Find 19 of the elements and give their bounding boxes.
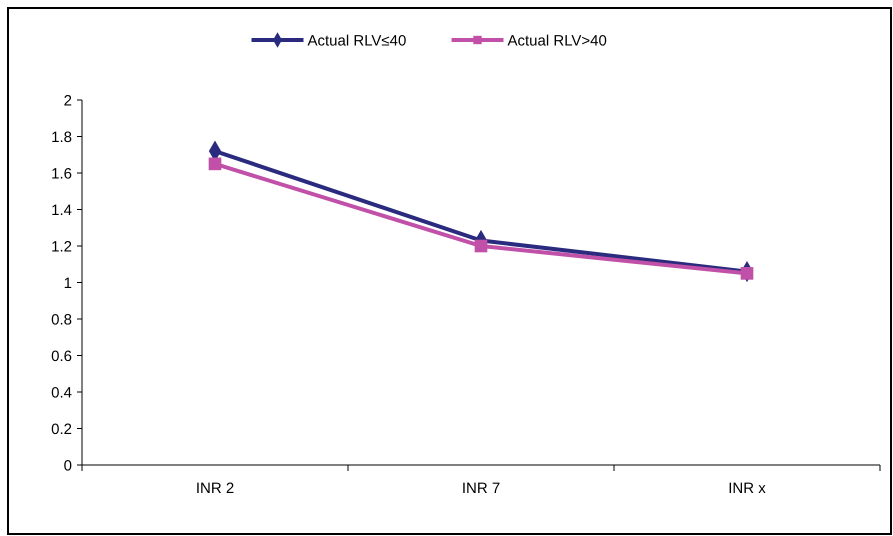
y-tick-label: 0.4 — [51, 384, 72, 402]
y-tick-label: 1.4 — [51, 202, 72, 219]
x-tick-label: INR x — [728, 480, 766, 497]
point — [740, 267, 754, 280]
y-tick-label: 0.6 — [51, 348, 72, 365]
legend-label: Actual RLV>40 — [508, 32, 607, 50]
x-tick-label: INR 2 — [196, 480, 234, 497]
y-tick-label: 0.8 — [51, 311, 72, 328]
x-tick-label: INR 7 — [462, 480, 500, 497]
y-tick-label: 1.6 — [51, 165, 72, 182]
point — [208, 158, 222, 170]
legend-label: Actual RLV≤40 — [308, 32, 406, 50]
y-tick-label: 1.2 — [51, 238, 72, 256]
point — [474, 240, 488, 252]
y-tick-label: 1 — [64, 274, 72, 292]
y-tick-label: 0.2 — [51, 420, 72, 438]
y-tick-label: 2 — [64, 92, 72, 110]
y-tick-label: 1.8 — [51, 128, 72, 146]
y-tick-label: 0 — [64, 457, 72, 474]
